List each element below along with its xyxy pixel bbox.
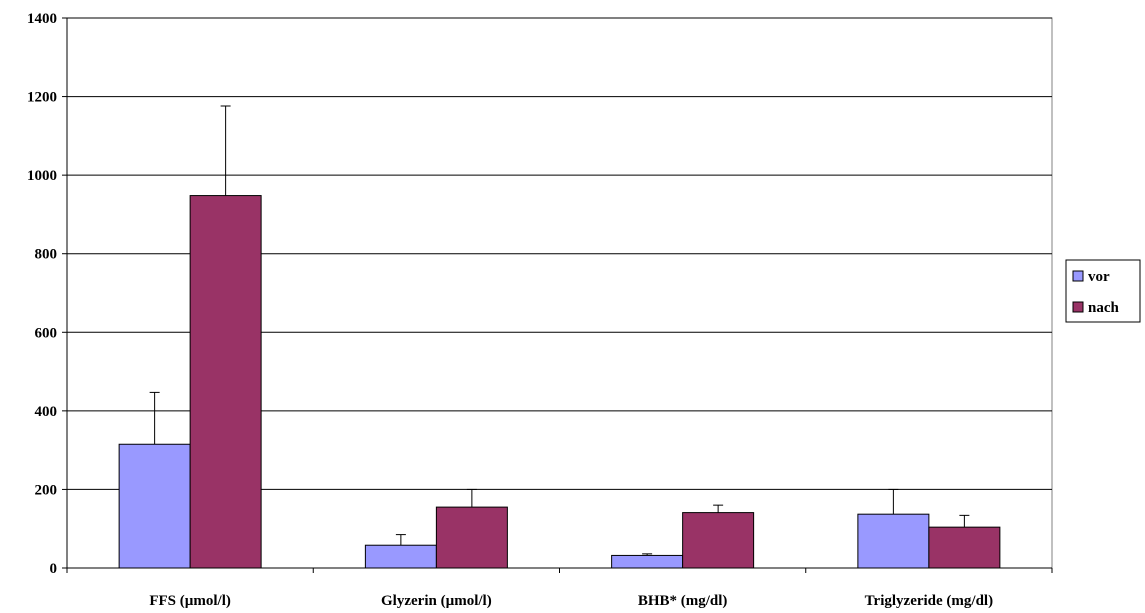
x-category-label: FFS (µmol/l): [149, 593, 231, 609]
x-category-label: Glyzerin (µmol/l): [381, 593, 492, 609]
bar-nach-3: [928, 526, 1001, 569]
legend-swatch-vor: [1072, 270, 1084, 282]
bar-nach-1: [435, 506, 508, 569]
axes: [62, 17, 1053, 573]
bar-vor-2: [611, 554, 684, 569]
y-tick-label: 200: [35, 482, 58, 498]
x-category-label: BHB* (mg/dl): [638, 593, 728, 609]
axis-labels: 0 200 400 600 800 1000 1200 1400 FFS (µmol/l) Gly…: [27, 11, 993, 609]
bars: [118, 105, 1001, 569]
y-tick-label: 1200: [27, 90, 57, 106]
bar-vor-3: [857, 513, 930, 569]
bar-vor-0: [118, 443, 191, 569]
legend-label-vor: vor: [1088, 269, 1110, 285]
y-tick-label: 600: [35, 325, 58, 341]
x-category-label: Triglyzeride (mg/dl): [865, 593, 993, 609]
y-tick-label: 800: [35, 247, 58, 263]
y-tick-label: 1000: [27, 168, 57, 184]
bar-nach-2: [682, 512, 755, 569]
y-tick-label: 1400: [27, 11, 57, 27]
y-tick-label: 400: [35, 404, 58, 420]
bar-vor-1: [364, 544, 437, 569]
bar-nach-0: [189, 195, 262, 569]
legend-label-nach: nach: [1088, 300, 1120, 316]
legend: vor nach: [1065, 259, 1141, 323]
legend-swatch-nach: [1072, 301, 1084, 313]
y-tick-label: 0: [50, 561, 58, 577]
